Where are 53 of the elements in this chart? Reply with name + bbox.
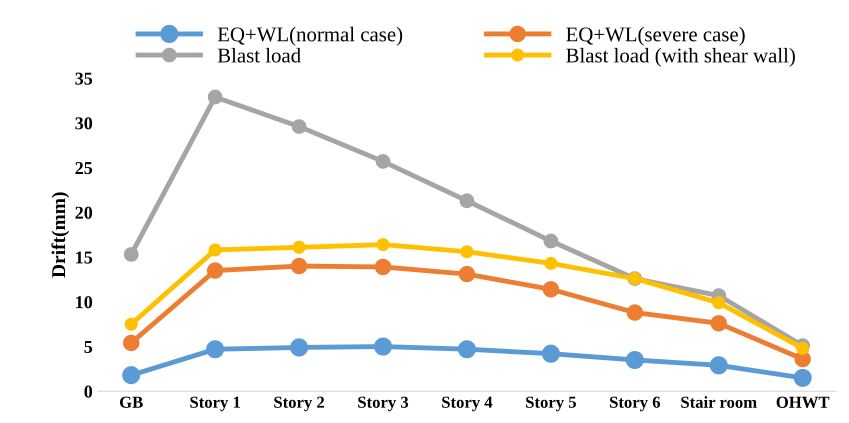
- x-tick-label: Story 4: [442, 396, 492, 412]
- point: [124, 247, 139, 262]
- legend-label: Blast load (with shear wall): [566, 48, 795, 67]
- y-tick-label: 25: [75, 162, 92, 174]
- y-tick-label: 20: [75, 206, 92, 219]
- x-tick-label: Story 5: [526, 396, 576, 412]
- point: [712, 296, 726, 310]
- x-tick-label: OHWT: [776, 396, 830, 408]
- point: [544, 234, 558, 248]
- x-tick-label: Story 6: [610, 396, 660, 412]
- y-tick-label: 15: [76, 251, 92, 264]
- point: [458, 340, 476, 358]
- point: [208, 90, 223, 104]
- point: [458, 266, 476, 282]
- point: [290, 258, 308, 274]
- x-tick-label: Story 1: [190, 396, 240, 412]
- point: [460, 245, 474, 258]
- point: [376, 154, 390, 169]
- point: [626, 304, 644, 321]
- x-tick-label: GB: [120, 396, 143, 408]
- point: [123, 334, 140, 352]
- x-tick-label: Stair room: [681, 396, 757, 408]
- point: [376, 238, 390, 252]
- point: [208, 243, 222, 256]
- point: [374, 338, 392, 356]
- y-tick-label: 30: [75, 117, 92, 130]
- point: [626, 350, 644, 369]
- y-tick-label: 10: [76, 296, 92, 308]
- legend-label: EQ+WL(normal case): [218, 26, 402, 46]
- point: [122, 366, 140, 384]
- legend-label: Blast load: [218, 48, 301, 63]
- point: [710, 356, 728, 374]
- point: [460, 193, 474, 208]
- x-tick-label: Story 3: [358, 396, 408, 412]
- point: [796, 342, 810, 355]
- point: [290, 338, 308, 356]
- point: [206, 262, 224, 279]
- point: [794, 368, 812, 387]
- point: [292, 119, 306, 134]
- y-tick-label: 0: [84, 386, 92, 398]
- point: [544, 256, 558, 270]
- point: [542, 281, 560, 298]
- y-tick-label: 35: [75, 72, 92, 85]
- legend-label: EQ+WL(severe case): [566, 26, 745, 46]
- x-tick-label: Story 2: [274, 396, 324, 412]
- point: [292, 240, 306, 254]
- point: [710, 315, 727, 332]
- y-tick-label: 5: [84, 341, 92, 353]
- point: [124, 318, 138, 331]
- point: [542, 344, 560, 363]
- point: [374, 258, 392, 276]
- point: [206, 340, 224, 358]
- y-axis-title: Drift(mm): [51, 192, 70, 278]
